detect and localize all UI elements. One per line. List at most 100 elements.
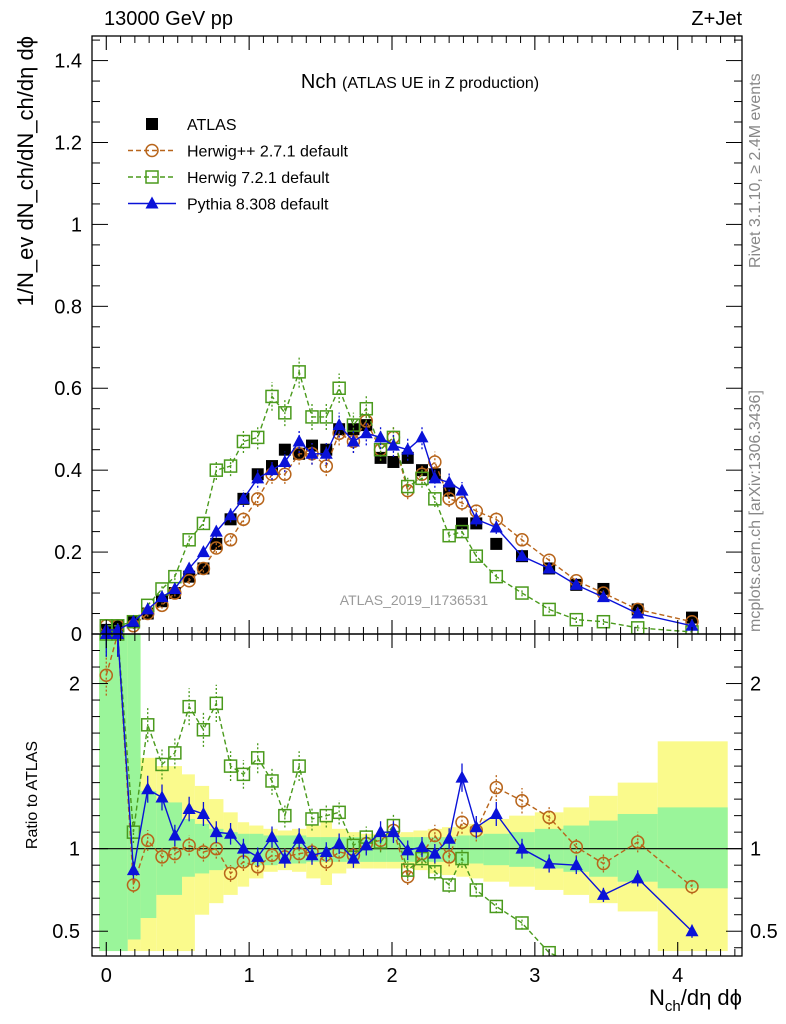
herwig-7-2-1-default-point <box>265 389 279 404</box>
ratio-tick-label-right: 0.5 <box>750 921 778 943</box>
pythia-8-308-default-ratio-point <box>251 849 265 862</box>
x-tick-label: 1 <box>244 965 255 987</box>
chart-title-main: Nch <box>301 71 342 93</box>
herwig-7-2-1-default-point <box>319 410 334 424</box>
inner-band-bin <box>456 835 470 864</box>
herwig-7-2-1-default-point <box>596 614 611 629</box>
legend-label-pythia-8-308-default: Pythia 8.308 default <box>187 197 329 214</box>
y-tick-label: 0.2 <box>54 542 82 564</box>
herwig-7-2-1-default-ratio-point <box>428 865 442 879</box>
process-label: Z+Jet <box>691 8 742 30</box>
inner-band-bin <box>182 818 195 877</box>
pythia-8-308-default-ratio-point <box>209 825 223 838</box>
pythia-8-308-default-ratio-point <box>278 851 292 864</box>
pythia-8-308-default-point <box>631 606 645 619</box>
herwig-2-7-1-default-ratio-point <box>442 850 456 864</box>
atlas-point <box>686 611 698 624</box>
herwig-7-2-1-default-ratio-point <box>168 746 182 760</box>
herwig-7-2-1-default-ratio-point <box>400 863 415 877</box>
pythia-8-308-default-point <box>442 475 456 488</box>
atlas-point <box>456 517 468 530</box>
pythia-8-308-default-ratio-point <box>631 871 645 884</box>
pythia-8-308-default-point <box>319 446 333 459</box>
herwig-7-2-1-default-ratio-point <box>542 945 556 956</box>
pythia-8-308-default-point <box>596 590 610 603</box>
pythia-8-308-default-point <box>126 614 140 627</box>
pythia-8-308-default-point <box>469 512 483 525</box>
herwig-7-2-1-default-ratio-point <box>319 808 334 823</box>
ratio-series-layer <box>99 634 699 979</box>
energy-label: 13000 GeV pp <box>104 8 233 30</box>
x-axis-label-rest: /dη dϕ <box>681 985 742 1010</box>
pythia-8-308-default-ratio-point <box>319 844 333 857</box>
x-tick-label: 0 <box>101 965 112 987</box>
pythia-8-308-default-ratio-point <box>196 806 210 819</box>
legend-label-atlas: ATLAS <box>187 117 237 134</box>
inner-band-bin <box>127 634 141 940</box>
pythia-8-308-default-ratio-point <box>442 831 456 844</box>
herwig-2-7-1-default-point <box>182 574 196 588</box>
atlas-point <box>278 443 291 456</box>
ratio-tick-label-right: 1 <box>750 839 761 861</box>
pythia-8-308-default-point <box>155 590 169 603</box>
inner-band-bin <box>469 835 484 864</box>
herwig-7-2-1-default-point <box>223 459 238 473</box>
pythia-8-308-default-point <box>292 434 306 447</box>
y-tick-label: 0 <box>71 624 82 646</box>
herwig-2-7-1-default-ratio-point <box>265 848 279 863</box>
ratio-tick-label-right: 2 <box>750 674 761 696</box>
herwig-2-7-1-default-ratio-point <box>542 810 556 825</box>
herwig-7-2-1-default-ratio-point <box>597 963 609 975</box>
axis-ticks: 0 1 2 3 4 0 0.2 0.4 0.6 0.8 1 1.2 1.4 0.5 0.5 1 1 2 2 <box>52 36 778 987</box>
pythia-8-308-default-point <box>305 446 319 459</box>
herwig-7-2-1-default-ratio-point <box>305 812 319 826</box>
pythia-8-308-default-point <box>386 438 400 451</box>
herwig-7-2-1-default-ratio-point <box>632 967 644 979</box>
y-tick-label: 1.4 <box>54 51 82 73</box>
pythia-8-308-default-ratio-point <box>236 841 250 854</box>
herwig-2-7-1-default-ratio-point <box>223 866 238 881</box>
pythia-8-308-default-ratio-point <box>182 802 196 815</box>
pythia-8-308-default-ratio-point <box>542 856 556 869</box>
pythia-8-308-default-ratio-point <box>596 887 610 900</box>
pythia-8-308-default-point <box>359 426 373 439</box>
pythia-8-308-default-ratio-point <box>386 825 400 838</box>
pythia-8-308-default-ratio-point <box>401 843 415 856</box>
pythia-8-308-default-point <box>182 561 196 574</box>
pythia-8-308-default-ratio-point <box>346 851 360 864</box>
atlas-point <box>490 537 503 550</box>
legend-label-herwig-7-2-1-default: Herwig 7.2.1 default <box>187 170 330 187</box>
herwig-2-7-1-default-ratio-point <box>168 846 182 861</box>
chart-titles: Nch (ATLAS UE in Z production) ATLAS_2019… <box>13 36 742 1015</box>
herwig-2-7-1-default-point <box>209 541 224 555</box>
herwig-7-2-1-default-point <box>182 533 196 547</box>
pythia-8-308-default-point <box>346 434 360 447</box>
herwig-7-2-1-default-point <box>250 430 265 445</box>
herwig-2-7-1-default-ratio-point <box>569 840 584 854</box>
herwig-2-7-1-default-ratio-point <box>140 833 155 848</box>
ratio-tick-label-left: 0.5 <box>52 921 80 943</box>
herwig-2-7-1-default-ratio-point <box>685 879 699 894</box>
pythia-8-308-default-point <box>415 430 429 443</box>
ratio-tick-label-left: 1 <box>69 839 80 861</box>
herwig-2-7-1-default-point <box>250 492 265 506</box>
pythia-8-308-default-point <box>141 602 155 615</box>
y-tick-label: 1.2 <box>54 132 82 154</box>
pythia-8-308-default-ratio-point <box>126 863 140 876</box>
pythia-8-308-default-ratio-point <box>292 831 306 844</box>
herwig-7-2-1-default-point <box>455 524 469 539</box>
pythia-8-308-default-point <box>428 471 442 484</box>
herwig-7-2-1-default-ratio-point <box>223 759 238 773</box>
pythia-8-308-default-point <box>332 418 346 431</box>
pythia-8-308-default-point <box>209 524 223 537</box>
herwig-7-2-1-default-ratio-point <box>182 699 196 714</box>
pythia-8-308-default-ratio-point <box>428 846 442 859</box>
herwig-7-2-1-default-ratio-point <box>469 883 484 897</box>
pythia-8-308-default-point <box>569 577 583 590</box>
y-axis-label-ratio: Ratio to ATLAS <box>24 741 41 849</box>
pythia-8-308-default-ratio-point <box>685 924 699 937</box>
herwig-2-7-1-default-ratio-point <box>455 815 469 829</box>
herwig-7-2-1-default-point <box>209 463 224 477</box>
pythia-8-308-default-point <box>278 454 292 467</box>
